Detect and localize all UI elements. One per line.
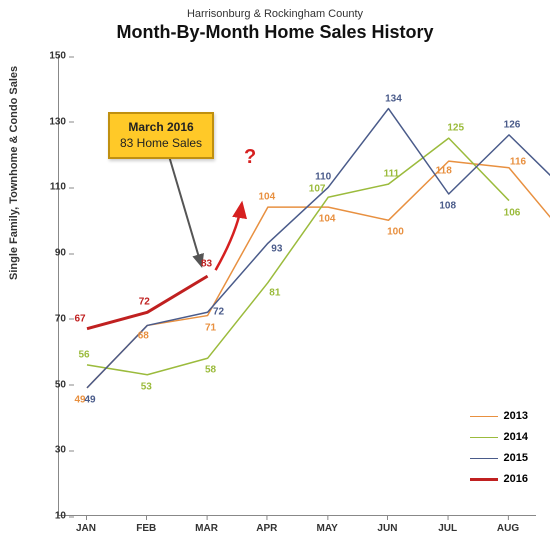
question-mark: ?	[244, 146, 256, 169]
legend-label: 2013	[504, 406, 528, 427]
data-label: 72	[139, 297, 150, 308]
legend-swatch	[470, 478, 498, 481]
x-tick: AUG	[497, 523, 519, 534]
x-tick: JUL	[438, 523, 457, 534]
data-label: 118	[436, 166, 452, 177]
data-label: 71	[205, 322, 216, 333]
x-tick: JUN	[377, 523, 397, 534]
legend-label: 2014	[504, 427, 528, 448]
legend-swatch	[470, 458, 498, 459]
data-label: 110	[315, 172, 331, 183]
data-label: 56	[78, 349, 89, 360]
data-label: 72	[213, 307, 224, 318]
y-tick: 90	[55, 248, 66, 259]
data-label: 81	[269, 287, 280, 298]
callout-line2: 83 Home Sales	[120, 136, 202, 152]
data-label: 107	[309, 184, 326, 195]
data-label: 108	[439, 201, 456, 212]
x-tick: MAR	[195, 523, 218, 534]
data-label: 58	[205, 365, 216, 376]
data-label: 111	[384, 169, 400, 180]
y-tick: 110	[50, 182, 66, 193]
legend-item-2013: 2013	[470, 406, 528, 427]
callout-box: March 2016 83 Home Sales	[108, 112, 214, 159]
x-tick: APR	[256, 523, 277, 534]
data-label: 106	[504, 207, 521, 218]
y-tick: 150	[49, 51, 66, 62]
data-label: 104	[259, 192, 276, 203]
y-tick: 130	[49, 116, 66, 127]
annotation-arrow	[169, 156, 202, 266]
y-tick: 50	[55, 379, 66, 390]
y-axis-label: Single Family, Townhome & Condo Sales	[8, 66, 20, 280]
legend-item-2014: 2014	[470, 427, 528, 448]
legend-swatch	[470, 437, 498, 438]
data-label: 53	[141, 381, 152, 392]
data-label: 134	[385, 93, 402, 104]
data-label: 68	[138, 331, 149, 342]
y-tick: 30	[55, 445, 66, 456]
legend-label: 2016	[504, 469, 528, 490]
x-tick: JAN	[76, 523, 96, 534]
data-label: 116	[510, 156, 526, 167]
chart-title: Month-By-Month Home Sales History	[0, 22, 550, 43]
x-tick: MAY	[316, 523, 337, 534]
y-tick: 10	[55, 511, 66, 522]
chart-container: Harrisonburg & Rockingham County Month-B…	[0, 0, 550, 536]
chart-subtitle: Harrisonburg & Rockingham County	[0, 0, 550, 20]
data-label: 49	[84, 394, 95, 405]
data-label: 126	[504, 119, 521, 130]
series-line-2013	[87, 161, 550, 388]
x-tick: FEB	[136, 523, 156, 534]
legend-label: 2015	[504, 448, 528, 469]
data-label: 93	[271, 244, 282, 255]
data-label: 104	[319, 214, 336, 225]
legend-swatch	[470, 416, 498, 417]
y-tick: 70	[55, 313, 66, 324]
legend: 2013201420152016	[470, 406, 528, 490]
callout-line1: March 2016	[120, 120, 202, 136]
legend-item-2015: 2015	[470, 448, 528, 469]
data-label: 100	[387, 227, 404, 238]
legend-item-2016: 2016	[470, 469, 528, 490]
data-label: 83	[201, 259, 212, 270]
data-label: 67	[74, 313, 85, 324]
data-label: 125	[447, 123, 464, 134]
